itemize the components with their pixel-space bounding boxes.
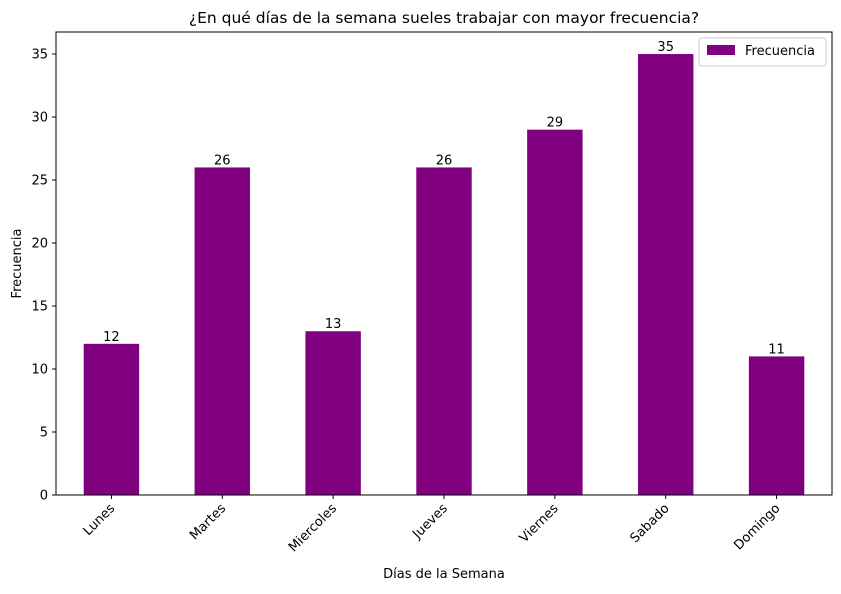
legend-swatch <box>707 45 735 55</box>
bar-jueves <box>416 167 472 495</box>
x-tick-label: Jueves <box>409 501 451 543</box>
bar-domingo <box>748 356 805 495</box>
data-label: 26 <box>436 153 453 168</box>
data-label: 26 <box>214 153 231 168</box>
y-tick-label: 5 <box>40 426 48 441</box>
bar-miercoles <box>305 331 361 495</box>
data-label: 11 <box>768 342 785 357</box>
x-tick-label: Viernes <box>517 501 562 546</box>
data-label: 12 <box>103 330 120 345</box>
data-label: 35 <box>657 40 674 55</box>
y-tick-label: 20 <box>31 237 48 252</box>
x-tick-label: Sabado <box>628 501 673 546</box>
y-tick-label: 15 <box>31 300 48 315</box>
bar-sabado <box>638 54 694 496</box>
data-label: 29 <box>547 116 564 131</box>
bar-viernes <box>527 129 583 495</box>
x-tick-label: Miercoles <box>286 501 340 555</box>
bar-lunes <box>83 343 140 495</box>
chart-title: ¿En qué días de la semana sueles trabaja… <box>189 9 699 27</box>
y-tick-label: 25 <box>31 174 48 189</box>
y-tick-label: 0 <box>40 489 48 504</box>
y-tick-label: 35 <box>31 48 48 63</box>
plot-layer: 12 26 13 26 29 35 11 0 5 10 15 20 25 30 35 Lunes Martes M… <box>10 9 833 582</box>
bar-martes <box>194 167 250 495</box>
x-tick-label: Lunes <box>81 501 119 539</box>
y-tick-label: 30 <box>31 111 48 126</box>
y-axis-label: Frecuencia <box>10 229 25 299</box>
legend-label: Frecuencia <box>745 44 815 59</box>
y-tick-label: 10 <box>31 363 48 378</box>
x-axis-label: Días de la Semana <box>383 567 505 582</box>
x-tick-label: Domingo <box>731 501 783 553</box>
x-tick-label: Martes <box>187 501 229 543</box>
data-label: 13 <box>325 317 342 332</box>
